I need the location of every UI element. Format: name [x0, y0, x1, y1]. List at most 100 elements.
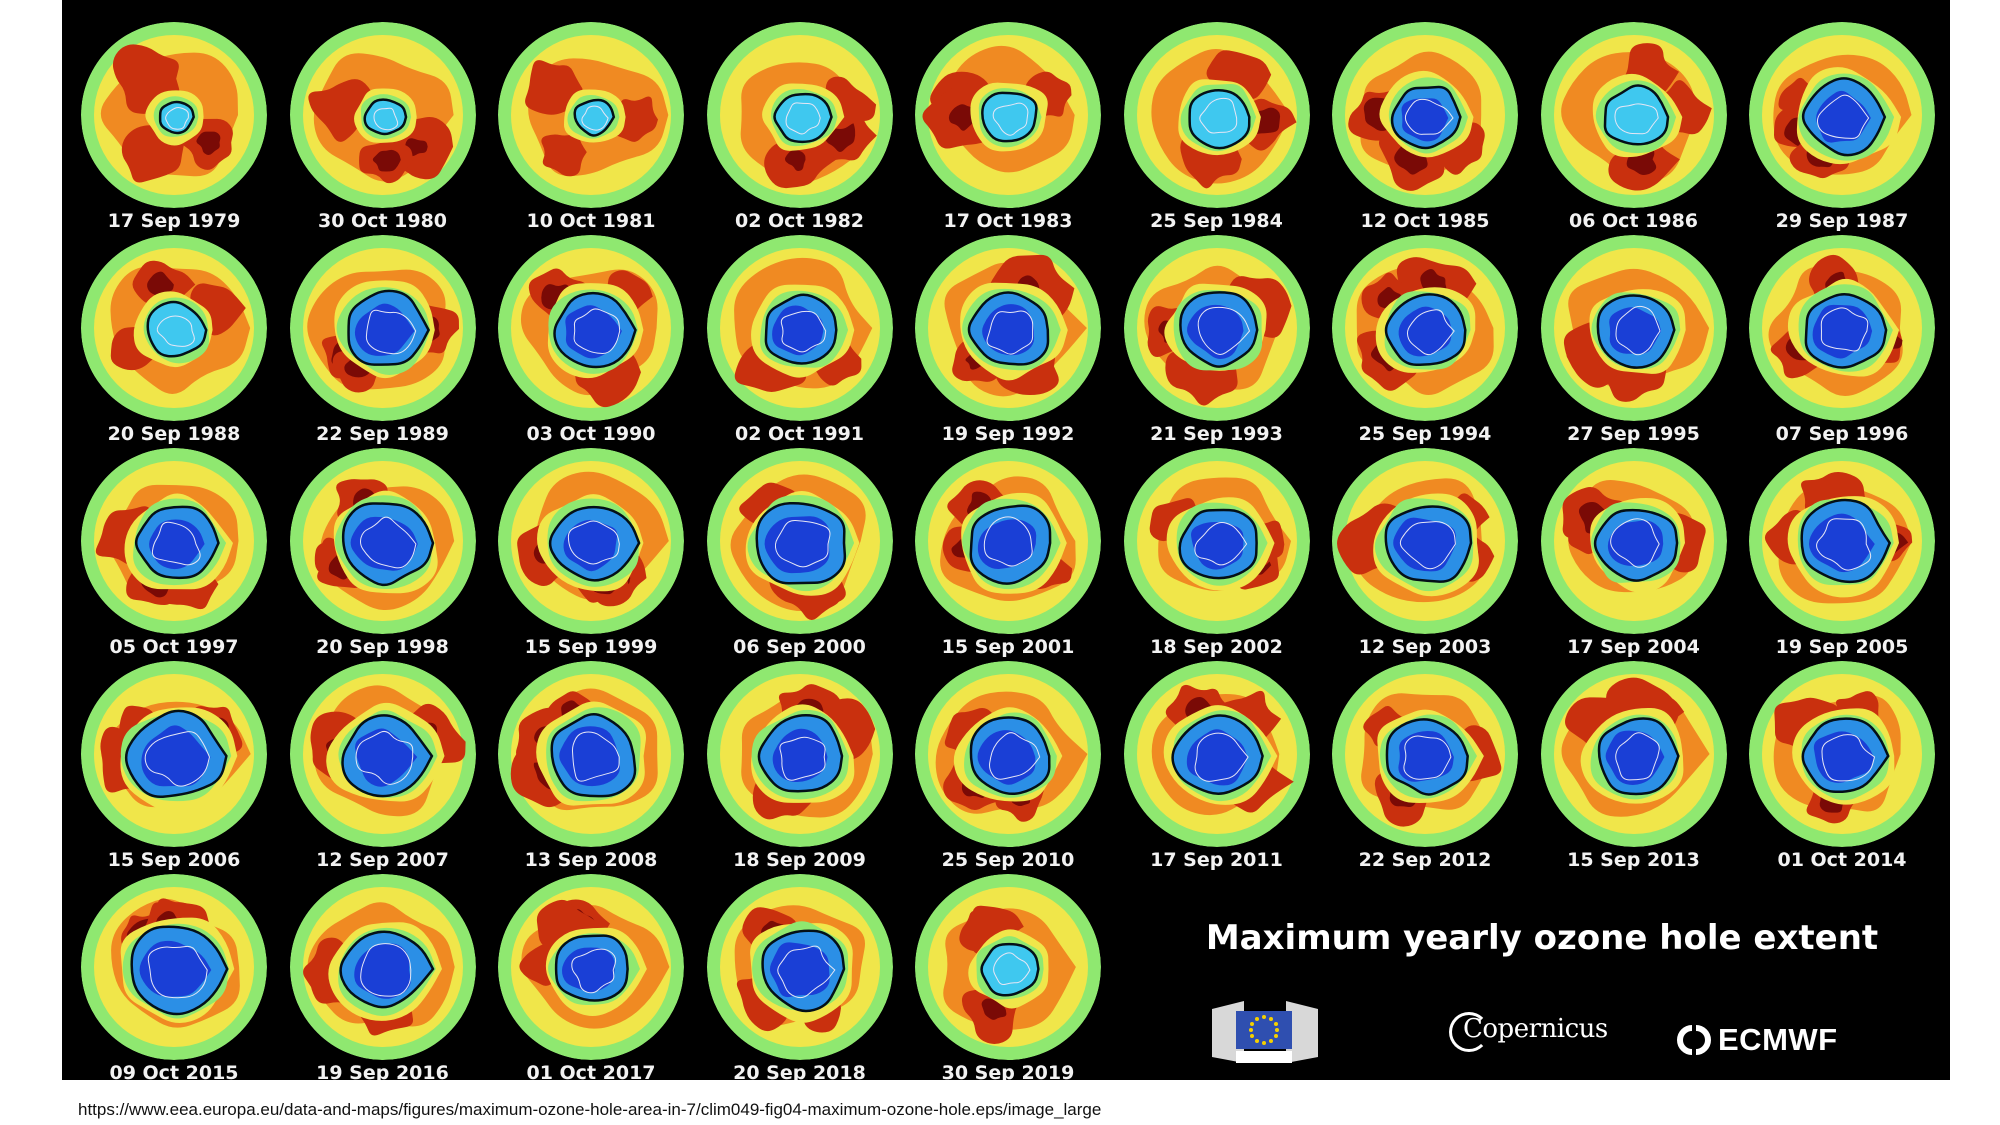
- ozone-map-1980: 30 Oct 1980: [288, 20, 478, 233]
- ozone-map-disc: [289, 874, 476, 1060]
- ozone-map-disc: [1749, 661, 1935, 847]
- ozone-map-2002: 18 Sep 2002: [1122, 446, 1312, 659]
- map-date-label: 03 Oct 1990: [526, 423, 656, 445]
- map-date-label: 13 Sep 2008: [524, 849, 658, 871]
- ozone-map-disc: [1332, 448, 1518, 634]
- map-date-label: 19 Sep 2016: [316, 1062, 449, 1080]
- map-date-label: 17 Oct 1983: [943, 210, 1073, 232]
- ozone-map-2000: 06 Sep 2000: [705, 446, 895, 659]
- ozone-map-disc: [915, 22, 1101, 208]
- copernicus-wordmark: Copernicus: [1463, 1014, 1608, 1044]
- ozone-map-2014: 01 Oct 2014: [1747, 659, 1937, 872]
- ozone-map-disc: [1332, 22, 1518, 208]
- ozone-map-2019: 30 Sep 2019: [913, 872, 1103, 1080]
- map-date-label: 15 Sep 2013: [1567, 849, 1700, 871]
- ozone-map-2011: 17 Sep 2011: [1122, 659, 1312, 872]
- map-date-label: 15 Sep 1999: [524, 636, 658, 658]
- ozone-map-disc: [1123, 661, 1310, 847]
- map-date-label: 19 Sep 2005: [1775, 636, 1909, 658]
- ozone-map-2003: 12 Sep 2003: [1330, 446, 1520, 659]
- ozone-map-disc: [498, 448, 684, 634]
- map-date-label: 27 Sep 1995: [1567, 423, 1700, 445]
- map-date-label: 06 Sep 2000: [733, 636, 866, 658]
- ozone-map-disc: [706, 661, 893, 847]
- map-date-label: 25 Sep 1984: [1150, 210, 1283, 232]
- map-date-label: 01 Oct 2017: [526, 1062, 656, 1080]
- ozone-map-1996: 07 Sep 1996: [1747, 233, 1937, 446]
- ozone-map-disc: [498, 235, 684, 421]
- map-date-label: 19 Sep 1992: [941, 423, 1075, 445]
- ozone-map-1987: 29 Sep 1987: [1747, 20, 1937, 233]
- ozone-map-disc: [289, 22, 476, 208]
- map-date-label: 10 Oct 1981: [526, 210, 656, 232]
- ozone-map-disc: [81, 874, 267, 1060]
- ozone-map-disc: [1332, 661, 1518, 847]
- map-date-label: 09 Oct 2015: [109, 1062, 239, 1080]
- ozone-map-1991: 02 Oct 1991: [705, 233, 895, 446]
- ozone-map-disc: [706, 874, 893, 1060]
- ozone-map-disc: [1749, 22, 1935, 208]
- ozone-map-1985: 12 Oct 1985: [1330, 20, 1520, 233]
- ozone-map-1990: 03 Oct 1990: [496, 233, 686, 446]
- ozone-map-1992: 19 Sep 1992: [913, 233, 1103, 446]
- ozone-map-1997: 05 Oct 1997: [79, 446, 269, 659]
- ozone-map-1979: 17 Sep 1979: [79, 20, 269, 233]
- map-date-label: 20 Sep 1988: [107, 423, 241, 445]
- ozone-map-disc: [706, 235, 893, 421]
- ozone-map-2018: 20 Sep 2018: [705, 872, 895, 1080]
- map-date-label: 12 Sep 2003: [1358, 636, 1492, 658]
- ozone-map-disc: [1749, 448, 1935, 634]
- map-date-label: 15 Sep 2001: [941, 636, 1075, 658]
- ozone-map-disc: [915, 448, 1101, 634]
- ozone-map-2001: 15 Sep 2001: [913, 446, 1103, 659]
- ozone-map-disc: [915, 235, 1101, 421]
- ozone-map-disc: [1123, 235, 1310, 421]
- map-date-label: 22 Sep 2012: [1358, 849, 1492, 871]
- map-date-label: 25 Sep 2010: [941, 849, 1075, 871]
- map-date-label: 17 Sep 2004: [1567, 636, 1700, 658]
- ozone-map-disc: [81, 22, 267, 208]
- map-date-label: 18 Sep 2002: [1150, 636, 1283, 658]
- ozone-map-disc: [706, 448, 893, 634]
- ozone-map-disc: [81, 661, 267, 847]
- ozone-map-disc: [1749, 235, 1935, 421]
- ozone-map-disc: [289, 661, 476, 847]
- ozone-map-disc: [1540, 448, 1727, 634]
- ozone-map-disc: [498, 874, 684, 1060]
- ozone-map-2006: 15 Sep 2006: [79, 659, 269, 872]
- ozone-map-disc: [706, 22, 893, 208]
- map-date-label: 20 Sep 2018: [733, 1062, 866, 1080]
- european-commission-logo: [1210, 997, 1320, 1067]
- map-date-label: 07 Sep 1996: [1775, 423, 1909, 445]
- ozone-map-disc: [289, 448, 476, 634]
- ozone-map-1984: 25 Sep 1984: [1122, 20, 1312, 233]
- map-date-label: 17 Sep 2011: [1150, 849, 1283, 871]
- ozone-figure-panel: 17 Sep 1979 30 Oct 1980 10 Oct 1981 02 Oct …: [62, 0, 1950, 1080]
- map-date-label: 15 Sep 2006: [107, 849, 241, 871]
- ozone-map-disc: [1540, 22, 1727, 208]
- map-date-label: 01 Oct 2014: [1777, 849, 1907, 871]
- ozone-map-disc: [81, 448, 267, 634]
- ozone-map-disc: [1332, 235, 1518, 421]
- map-date-label: 29 Sep 1987: [1775, 210, 1909, 232]
- ozone-map-1999: 15 Sep 1999: [496, 446, 686, 659]
- map-date-label: 05 Oct 1997: [109, 636, 239, 658]
- ozone-map-2007: 12 Sep 2007: [288, 659, 478, 872]
- map-date-label: 22 Sep 1989: [316, 423, 449, 445]
- ozone-map-disc: [1540, 661, 1727, 847]
- ozone-map-disc: [1123, 22, 1310, 208]
- ozone-map-2004: 17 Sep 2004: [1539, 446, 1729, 659]
- ozone-map-disc: [915, 874, 1101, 1060]
- map-date-label: 12 Oct 1985: [1360, 210, 1490, 232]
- ozone-map-disc: [498, 661, 684, 847]
- copernicus-ring-icon: [1449, 1012, 1489, 1052]
- ozone-map-2010: 25 Sep 2010: [913, 659, 1103, 872]
- map-date-label: 21 Sep 1993: [1150, 423, 1283, 445]
- ozone-map-disc: [498, 22, 684, 208]
- ozone-map-1998: 20 Sep 1998: [288, 446, 478, 659]
- map-date-label: 30 Oct 1980: [317, 210, 448, 232]
- ozone-map-disc: [1540, 235, 1727, 421]
- map-date-label: 17 Sep 1979: [107, 210, 241, 232]
- ozone-map-1993: 21 Sep 1993: [1122, 233, 1312, 446]
- ozone-map-2008: 13 Sep 2008: [496, 659, 686, 872]
